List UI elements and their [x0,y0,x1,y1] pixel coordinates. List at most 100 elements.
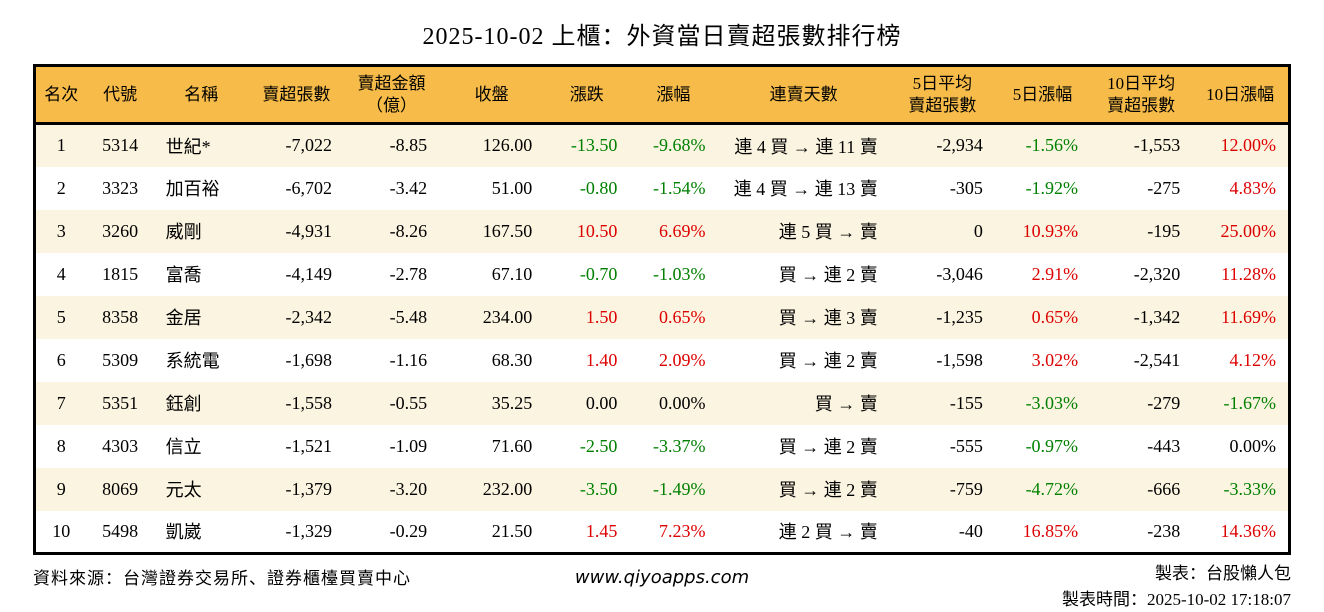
page-title: 2025-10-02 上櫃：外資當日賣超張數排行榜 [422,24,902,50]
cell-pct10-change: -1.67% [1223,392,1277,413]
cell-sell-streak: 買 → 連 2 賣 [778,437,878,457]
cell-close: 35.25 [491,392,533,413]
cell-code: 4303 [102,435,139,456]
table-row: 10 5498 凱崴 -1,329 -0.29 21.50 1.45 7.23% 連 2 買 →… [34,510,1290,554]
cell-name: 富喬 [165,265,202,285]
cell-sell-streak: 連 5 買 → 賣 [778,222,878,242]
cell-pct10-change: 11.28% [1221,263,1276,284]
foreign-net-sell-ranking-table: 名次 代號 名稱 賣超張數 賣超金額 （億） 收盤 漲跌 漲幅 連賣天數 5日平均 賣超張數 5日漲… [33,64,1291,555]
cell-name: 加百裕 [165,179,220,199]
cell-avg5-sell-volume: -155 [949,392,983,413]
cell-avg10-sell-volume: -195 [1147,220,1181,241]
col-header-name: 名稱 [153,65,249,125]
cell-change-pct: 2.09% [659,349,706,370]
cell-rank: 10 [52,520,71,541]
cell-sell-amount: -8.85 [389,135,428,156]
cell-pct10-change: -3.33% [1223,478,1277,499]
cell-sell-amount: -1.09 [389,435,428,456]
cell-rank: 2 [56,177,66,198]
cell-avg10-sell-volume: -666 [1147,478,1181,499]
cell-code: 3260 [102,220,139,241]
cell-sell-volume: -1,558 [285,392,332,413]
cell-rank: 5 [56,306,66,327]
cell-sell-amount: -8.26 [389,220,428,241]
table-header-row: 名次 代號 名稱 賣超張數 賣超金額 （億） 收盤 漲跌 漲幅 連賣天數 5日平均 賣超張數 5日漲… [34,65,1290,125]
cell-avg5-sell-volume: -305 [949,177,983,198]
col-header-sell-amount: 賣超金額 （億） [343,65,440,125]
cell-avg10-sell-volume: -1,342 [1133,306,1181,327]
cell-sell-amount: -1.16 [389,349,428,370]
cell-change-pct: 7.23% [659,520,706,541]
cell-avg10-sell-volume: -279 [1147,392,1181,413]
cell-pct10-change: 25.00% [1220,220,1277,241]
cell-change-pct: -9.68% [653,135,706,156]
cell-pct10-change: 0.00% [1229,435,1277,456]
cell-change: -3.50 [579,478,618,499]
col-header-avg5-sell-volume: 5日平均 賣超張數 [889,65,995,125]
cell-sell-volume: -4,149 [285,263,332,284]
cell-sell-volume: -6,702 [285,177,332,198]
cell-change: -13.50 [570,135,618,156]
cell-rank: 6 [56,349,66,370]
cell-sell-amount: -5.48 [389,306,428,327]
cell-code: 5314 [102,135,139,156]
col-header-avg10-sell-volume: 10日平均 賣超張數 [1090,65,1193,125]
col-header-pct5-change: 5日漲幅 [994,65,1091,125]
cell-pct5-change: -3.03% [1025,392,1079,413]
table-row: 3 3260 威剛 -4,931 -8.26 167.50 10.50 6.69% 連 5 買 … [34,209,1290,253]
cell-avg5-sell-volume: -1,235 [936,306,983,327]
cell-change-pct: 0.65% [659,306,706,327]
cell-close: 234.00 [482,306,533,327]
report-meta: 製表：台股懶人包 製表時間：2025-10-02 17:18:07 [749,561,1291,612]
cell-close: 51.00 [491,177,533,198]
cell-avg10-sell-volume: -275 [1147,177,1181,198]
cell-sell-volume: -1,698 [285,349,332,370]
cell-avg5-sell-volume: 0 [973,220,983,241]
cell-code: 3323 [102,177,139,198]
col-header-pct10-change: 10日漲幅 [1192,65,1290,125]
cell-change-pct: 0.00% [659,392,706,413]
cell-pct5-change: -4.72% [1025,478,1079,499]
cell-name: 系統電 [165,351,220,371]
report-timestamp: 製表時間：2025-10-02 17:18:07 [1061,589,1292,609]
table-row: 1 5314 世紀* -7,022 -8.85 126.00 -13.50 -9.68% 連 4… [34,123,1290,167]
cell-change-pct: 6.69% [659,220,706,241]
cell-code: 8069 [102,478,139,499]
cell-sell-streak: 連 2 買 → 賣 [778,522,878,543]
cell-sell-streak: 買 → 賣 [814,394,878,414]
table-row: 6 5309 系統電 -1,698 -1.16 68.30 1.40 2.09% 買 → 連 2… [34,338,1290,382]
cell-change-pct: -3.37% [653,435,706,456]
cell-change-pct: -1.03% [653,263,706,284]
col-header-sell-streak: 連賣天數 [717,65,890,125]
cell-code: 5309 [102,349,139,370]
cell-name: 鈺創 [165,394,202,414]
cell-name: 信立 [165,437,202,457]
cell-rank: 8 [56,435,66,456]
cell-avg10-sell-volume: -443 [1147,435,1181,456]
cell-sell-volume: -1,521 [285,435,332,456]
cell-sell-streak: 買 → 連 3 賣 [778,308,878,328]
cell-sell-volume: -1,329 [285,520,332,541]
cell-change-pct: -1.49% [653,478,706,499]
col-header-close: 收盤 [439,65,545,125]
cell-name: 元太 [165,480,202,500]
cell-change-pct: -1.54% [653,177,706,198]
cell-sell-volume: -4,931 [285,220,332,241]
cell-name: 世紀* [165,136,211,157]
col-header-sell-volume: 賣超張數 [248,65,344,125]
cell-sell-volume: -7,022 [285,135,332,156]
table-row: 7 5351 鈺創 -1,558 -0.55 35.25 0.00 0.00% 買 → 賣 -15… [34,381,1290,425]
cell-rank: 4 [56,263,66,284]
cell-change: 1.45 [585,520,618,541]
table-body: 1 5314 世紀* -7,022 -8.85 126.00 -13.50 -9.68% 連 4… [34,123,1290,554]
cell-pct5-change: 2.91% [1031,263,1079,284]
report-maker: 製表：台股懶人包 [1155,564,1292,583]
cell-name: 凱崴 [165,522,202,543]
cell-avg5-sell-volume: -759 [949,478,983,499]
cell-pct10-change: 11.69% [1221,306,1276,327]
cell-pct5-change: -1.92% [1025,177,1079,198]
table-row: 8 4303 信立 -1,521 -1.09 71.60 -2.50 -3.37% 買 → 連 … [34,424,1290,468]
col-header-change-pct: 漲幅 [629,65,718,125]
cell-sell-amount: -3.20 [389,478,428,499]
cell-avg10-sell-volume: -1,553 [1133,135,1181,156]
